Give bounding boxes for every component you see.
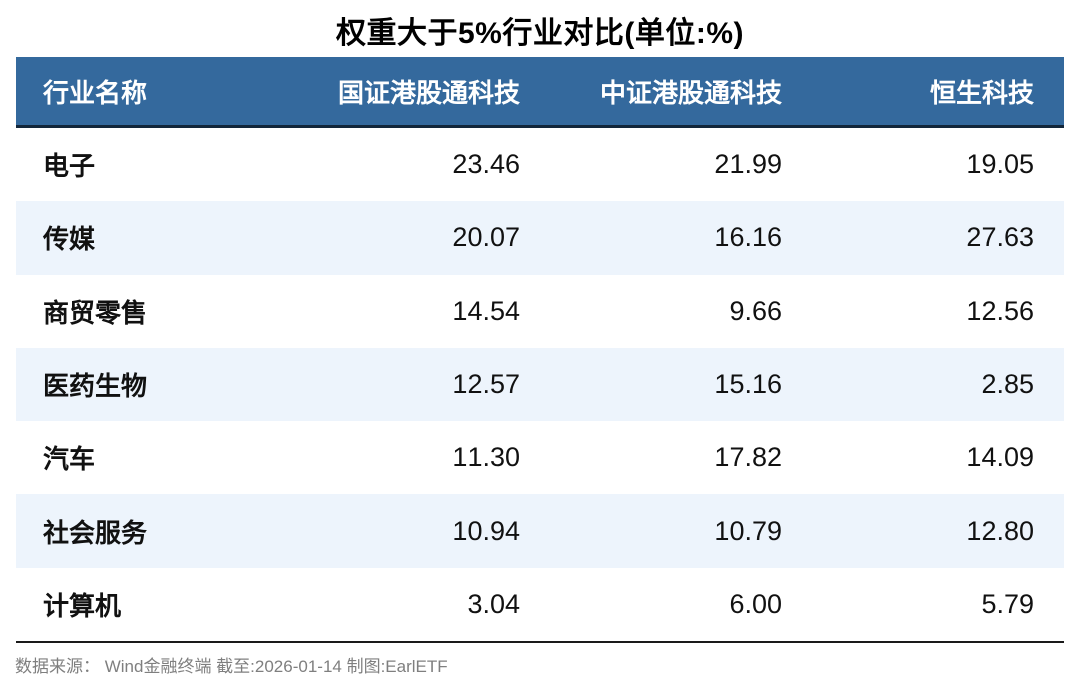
- weight-value-cell: 12.80: [966, 515, 1034, 546]
- table-row: 汽车 11.30 17.82 14.09: [16, 421, 1064, 495]
- weight-value-cell: 14.54: [452, 295, 520, 326]
- column-header-hangseng-tech: 恒生科技: [929, 77, 1034, 108]
- table-row: 电子 23.46 21.99 19.05: [16, 128, 1064, 202]
- weight-value-cell: 27.63: [966, 222, 1034, 253]
- industry-name-cell: 传媒: [43, 224, 96, 255]
- weight-value-cell: 2.85: [981, 369, 1034, 400]
- column-header-zhongzheng-hk-tech: 中证港股通科技: [599, 77, 782, 108]
- weight-value-cell: 11.30: [452, 442, 520, 473]
- weight-value-cell: 5.79: [981, 588, 1034, 619]
- weight-value-cell: 19.05: [966, 149, 1034, 180]
- table-row: 社会服务 10.94 10.79 12.80: [16, 494, 1064, 568]
- column-header-industry-name: 行业名称: [43, 77, 148, 108]
- table-header-row: 行业名称 国证港股通科技 中证港股通科技 恒生科技: [16, 57, 1064, 128]
- industry-name-cell: 医药生物: [43, 371, 148, 402]
- industry-name-cell: 电子: [43, 151, 96, 182]
- industry-name-cell: 汽车: [43, 444, 96, 475]
- weight-value-cell: 9.66: [729, 295, 782, 326]
- industry-weight-table: 行业名称 国证港股通科技 中证港股通科技 恒生科技 电子 23.46 21.99 19…: [16, 57, 1064, 644]
- industry-name-cell: 商贸零售: [43, 297, 148, 328]
- weight-value-cell: 10.79: [714, 515, 782, 546]
- industry-name-cell: 计算机: [43, 590, 122, 621]
- weight-value-cell: 20.07: [452, 222, 520, 253]
- weight-value-cell: 3.04: [467, 588, 520, 619]
- weight-value-cell: 21.99: [714, 149, 782, 180]
- table-row: 传媒 20.07 16.16 27.63: [16, 201, 1064, 275]
- table-row: 计算机 3.04 6.00 5.79: [16, 567, 1064, 642]
- table-row: 医药生物 12.57 15.16 2.85: [16, 347, 1064, 422]
- weight-value-cell: 14.09: [966, 442, 1034, 473]
- chart-title: 权重大于5%行业对比(单位:%): [335, 17, 744, 50]
- source-note: 数据来源： Wind金融终端 截至:2026-01-14 制图:EarlETF: [15, 657, 448, 676]
- weight-value-cell: 10.94: [452, 515, 520, 546]
- weight-value-cell: 15.16: [714, 369, 782, 400]
- weight-value-cell: 6.00: [729, 588, 782, 619]
- weight-value-cell: 12.56: [966, 295, 1034, 326]
- table-body: 电子 23.46 21.99 19.05 传媒 20.07 16.16 27.63 商贸零售 14…: [16, 128, 1064, 644]
- weight-value-cell: 12.57: [452, 369, 520, 400]
- industry-name-cell: 社会服务: [43, 517, 148, 548]
- weight-value-cell: 23.46: [452, 149, 520, 180]
- table-row: 商贸零售 14.54 9.66 12.56: [16, 274, 1064, 348]
- column-header-guozheng-hk-tech: 国证港股通科技: [337, 77, 520, 108]
- weight-value-cell: 16.16: [714, 222, 782, 253]
- weight-value-cell: 17.82: [714, 442, 782, 473]
